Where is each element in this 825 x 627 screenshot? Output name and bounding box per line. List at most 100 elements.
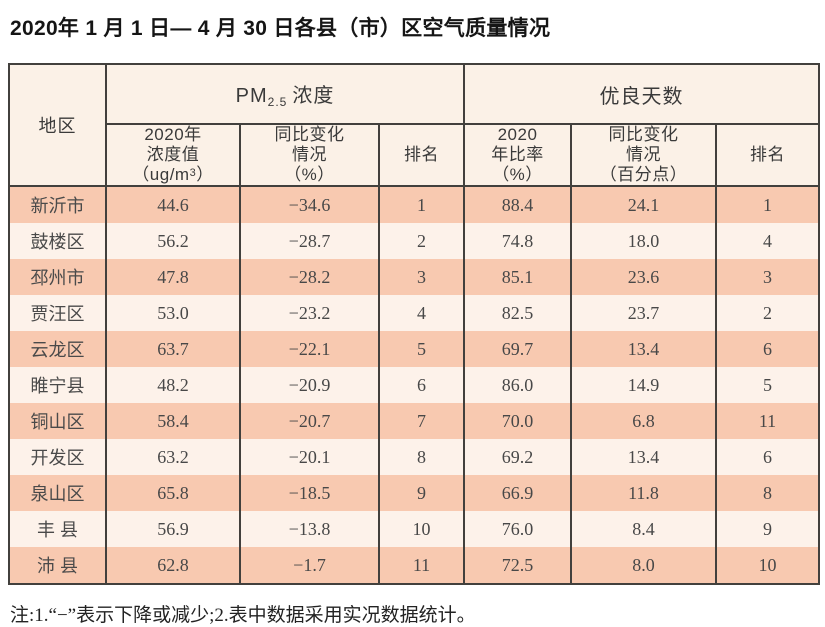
table-row: 睢宁县 48.2 −20.9 6 86.0 14.9 5	[8, 367, 821, 404]
concentration-cell: 48.2	[105, 367, 241, 404]
pm-rank-cell: 3	[378, 259, 465, 296]
header-days-rank: 排名	[714, 124, 821, 188]
concentration-change-cell: −34.6	[239, 186, 380, 224]
days-rank-cell: 5	[714, 367, 821, 404]
pm25-label-subscript: 2.5	[267, 95, 288, 109]
ratio-change-cell: 23.7	[570, 295, 717, 332]
ratio-change-cell: 8.4	[570, 511, 717, 548]
table-row: 云龙区 63.7 −22.1 5 69.7 13.4 6	[8, 331, 821, 368]
region-cell: 泉山区	[8, 475, 107, 512]
header-pm-yoy-change: 同比变化 情况 （%）	[239, 124, 380, 188]
concentration-cell: 56.2	[105, 223, 241, 260]
ratio-unit: （%）	[492, 165, 543, 185]
concentration-unit: （ug/m3）	[108, 165, 238, 185]
region-cell: 鼓楼区	[8, 223, 107, 260]
ratio-cell: 72.5	[463, 547, 572, 585]
days-change-unit: （百分点）	[599, 165, 688, 185]
pm-rank-cell: 1	[378, 186, 465, 224]
ratio-cell: 88.4	[463, 186, 572, 224]
region-cell: 铜山区	[8, 403, 107, 440]
ratio-change-cell: 24.1	[570, 186, 717, 224]
concentration-cell: 53.0	[105, 295, 241, 332]
ratio-change-cell: 18.0	[570, 223, 717, 260]
concentration-change-cell: −20.9	[239, 367, 380, 404]
table-row: 铜山区 58.4 −20.7 7 70.0 6.8 11	[8, 403, 821, 440]
ratio-cell: 76.0	[463, 511, 572, 548]
days-rank-cell: 2	[714, 295, 821, 332]
concentration-change-cell: −1.7	[239, 547, 380, 585]
days-rank-cell: 3	[714, 259, 821, 296]
concentration-cell: 62.8	[105, 547, 241, 585]
concentration-change-cell: −28.7	[239, 223, 380, 260]
table-row: 邳州市 47.8 −28.2 3 85.1 23.6 3	[8, 259, 821, 296]
concentration-change-cell: −23.2	[239, 295, 380, 332]
ratio-cell: 66.9	[463, 475, 572, 512]
table-body: 新沂市 44.6 −34.6 1 88.4 24.1 1 鼓楼区 56.2 −2…	[8, 186, 821, 585]
header-2020-ratio: 2020 年比率 （%）	[463, 124, 572, 188]
ratio-change-cell: 23.6	[570, 259, 717, 296]
pm-rank-cell: 7	[378, 403, 465, 440]
table-row: 新沂市 44.6 −34.6 1 88.4 24.1 1	[8, 186, 821, 224]
concentration-change-cell: −20.1	[239, 439, 380, 476]
region-cell: 云龙区	[8, 331, 107, 368]
unit-suffix: ）	[196, 165, 214, 185]
ratio-cell: 85.1	[463, 259, 572, 296]
concentration-line1: 2020年	[144, 125, 202, 144]
days-change-line1: 同比变化	[608, 125, 679, 144]
ratio-change-cell: 8.0	[570, 547, 717, 585]
concentration-cell: 56.9	[105, 511, 241, 548]
days-change-line2: 情况	[626, 145, 661, 165]
ratio-cell: 70.0	[463, 403, 572, 440]
header-group-row: 地区 PM2.5 浓度 优良天数	[8, 64, 821, 188]
pm-rank-cell: 10	[378, 511, 465, 548]
table-row: 鼓楼区 56.2 −28.7 2 74.8 18.0 4	[8, 223, 821, 260]
ratio-cell: 74.8	[463, 223, 572, 260]
days-rank-cell: 6	[714, 439, 821, 476]
ratio-change-cell: 6.8	[570, 403, 717, 440]
region-cell: 沛 县	[8, 547, 107, 585]
concentration-cell: 63.2	[105, 439, 241, 476]
region-cell: 邳州市	[8, 259, 107, 296]
region-cell: 开发区	[8, 439, 107, 476]
concentration-change-cell: −22.1	[239, 331, 380, 368]
concentration-cell: 65.8	[105, 475, 241, 512]
days-rank-cell: 1	[714, 186, 821, 224]
header-sub-row: 2020年 浓度值 （ug/m3） 同比变化 情况 （%） 排名 2020 年比…	[9, 124, 821, 188]
pm-rank-cell: 6	[378, 367, 465, 404]
header-region: 地区	[8, 64, 107, 188]
pm25-label-suffix: 浓度	[292, 85, 335, 107]
days-rank-cell: 8	[714, 475, 821, 512]
days-rank-cell: 4	[714, 223, 821, 260]
header-good-days-group: 优良天数	[462, 64, 821, 125]
unit-prefix: （ug/m	[132, 165, 190, 185]
concentration-cell: 47.8	[105, 259, 241, 296]
concentration-cell: 63.7	[105, 331, 241, 368]
footnote: 注:1.“−”表示下降或减少;2.表中数据采用实况数据统计。	[10, 605, 476, 627]
region-cell: 贾汪区	[8, 295, 107, 332]
region-cell: 新沂市	[8, 186, 107, 224]
unit-superscript: 3	[189, 167, 197, 180]
pm-rank-cell: 8	[378, 439, 465, 476]
ratio-change-cell: 13.4	[570, 439, 717, 476]
page-title: 2020年 1 月 1 日— 4 月 30 日各县（市）区空气质量情况	[10, 17, 551, 40]
ratio-cell: 86.0	[463, 367, 572, 404]
ratio-cell: 82.5	[463, 295, 572, 332]
days-rank-cell: 10	[714, 547, 821, 585]
concentration-change-cell: −13.8	[239, 511, 380, 548]
pm-rank-cell: 4	[378, 295, 465, 332]
concentration-change-cell: −18.5	[239, 475, 380, 512]
header-2020-concentration: 2020年 浓度值 （ug/m3）	[105, 124, 241, 188]
header-pm25-group: PM2.5 浓度	[105, 64, 465, 125]
pm-change-line2: 情况	[292, 145, 327, 165]
region-cell: 丰 县	[8, 511, 107, 548]
days-rank-cell: 6	[714, 331, 821, 368]
table-row: 丰 县 56.9 −13.8 10 76.0 8.4 9	[8, 511, 821, 548]
pm25-label-prefix: PM	[235, 85, 268, 107]
ratio-change-cell: 13.4	[570, 331, 717, 368]
pm-rank-cell: 2	[378, 223, 465, 260]
ratio-change-cell: 14.9	[570, 367, 717, 404]
table-row: 沛 县 62.8 −1.7 11 72.5 8.0 10	[8, 547, 821, 585]
days-rank-cell: 9	[714, 511, 821, 548]
table-header: 地区 PM2.5 浓度 优良天数 2020年 浓度值 （ug/m3） 同比变化 情…	[8, 64, 821, 188]
table-row: 泉山区 65.8 −18.5 9 66.9 11.8 8	[8, 475, 821, 512]
